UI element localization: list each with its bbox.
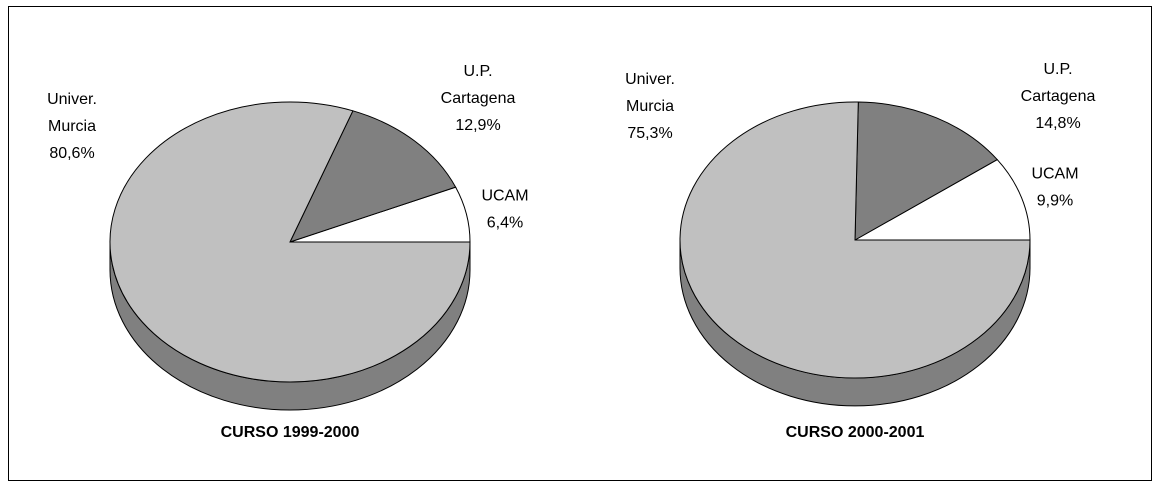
slice-label: UCAM [1031,166,1078,183]
slice-value-label: 12,9% [455,117,500,134]
chart-title: CURSO 2000-2001 [786,424,925,441]
pie-slice [854,101,999,241]
pie-slice [853,158,1031,241]
pie-slice [109,101,471,383]
slice-label: UCAM [481,188,528,205]
pie-slice [289,110,457,243]
slice-value-label: 6,4% [487,215,523,232]
slice-value-label: 75,3% [627,125,672,142]
pie-slice [679,101,1031,379]
slice-value-label: 9,9% [1037,193,1073,210]
slice-label: Univer. Murcia [625,71,675,115]
slice-value-label: 14,8% [1035,115,1080,132]
slice-value-label: 80,6% [49,145,94,162]
slice-label: U.P. Cartagena [441,63,516,107]
slice-label: U.P. Cartagena [1021,61,1096,105]
slice-label: Univer. Murcia [47,91,97,135]
chart-title: CURSO 1999-2000 [221,424,360,441]
